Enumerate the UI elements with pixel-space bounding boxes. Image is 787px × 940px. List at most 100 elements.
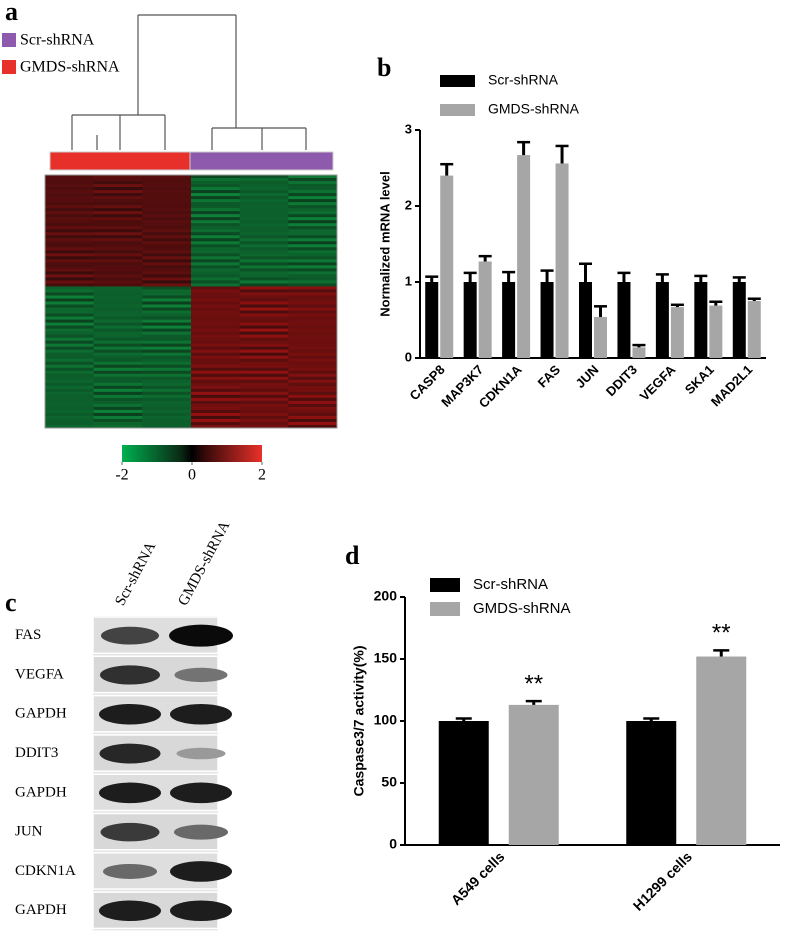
bar — [655, 282, 669, 358]
heatmap-cell — [93, 301, 143, 306]
heatmap-cell — [142, 253, 192, 257]
heatmap-cell — [45, 184, 95, 188]
heatmap-cell — [191, 334, 241, 339]
heatmap-cell — [93, 247, 143, 251]
heatmap-cell — [93, 403, 143, 408]
heatmap-cell — [288, 223, 338, 227]
heatmap-cell — [93, 223, 143, 227]
blot-band — [99, 703, 161, 725]
heatmap-cell — [93, 241, 143, 245]
heatmap-cell — [142, 262, 192, 266]
legend-label: Scr-shRNA — [20, 32, 95, 49]
heatmap-cell — [93, 295, 143, 299]
heatmap-cell — [239, 349, 289, 354]
heatmap-cell — [288, 397, 338, 402]
heatmap-cell — [288, 241, 338, 245]
heatmap-cell — [45, 205, 95, 209]
heatmap-cell — [239, 250, 289, 254]
heatmap-cell — [142, 364, 192, 369]
group-bar — [189, 151, 334, 171]
heatmap-cell — [93, 349, 143, 354]
heatmap-cell — [93, 358, 143, 363]
heatmap-cell — [191, 175, 241, 179]
heatmap-cell — [239, 424, 289, 429]
heatmap-cell — [191, 277, 241, 281]
x-tick-label: DDIT3 — [603, 362, 640, 399]
heatmap-cell — [142, 394, 192, 399]
heatmap-cell — [142, 418, 192, 423]
heatmap-cell — [45, 301, 95, 306]
heatmap-cell — [191, 349, 241, 354]
heatmap-cell — [191, 283, 241, 287]
heatmap-cell — [288, 256, 338, 260]
legend-label: GMDS-shRNA — [488, 101, 580, 117]
heatmap-cell — [142, 274, 192, 278]
heatmap-cell — [239, 415, 289, 420]
bar — [579, 282, 592, 358]
bar — [438, 721, 489, 845]
heatmap-cell — [93, 250, 143, 254]
heatmap-cell — [288, 409, 338, 414]
heatmap-cell — [288, 193, 338, 197]
heatmap-cell — [142, 382, 192, 387]
heatmap-cell — [288, 364, 338, 369]
heatmap-cell — [142, 349, 192, 354]
heatmap-cell — [45, 343, 95, 348]
heatmap-cell — [93, 277, 143, 281]
heatmap-cell — [239, 289, 289, 293]
heatmap-cell — [239, 409, 289, 414]
heatmap-cell — [142, 316, 192, 321]
heatmap-cell — [239, 292, 289, 296]
heatmap-cell — [191, 181, 241, 185]
heatmap-cell — [45, 187, 95, 191]
heatmap-cell — [288, 265, 338, 269]
heatmap-cell — [288, 361, 338, 366]
heatmap-cell — [288, 274, 338, 278]
heatmap-cell — [45, 424, 95, 429]
heatmap-cell — [239, 280, 289, 284]
heatmap-cell — [142, 391, 192, 396]
heatmap-cell — [191, 208, 241, 212]
colorbar-tick-label: 2 — [258, 467, 266, 484]
heatmap-cell — [239, 187, 289, 191]
heatmap-cell — [142, 355, 192, 360]
heatmap-cell — [288, 382, 338, 387]
heatmap-cell — [239, 220, 289, 224]
heatmap-cell — [142, 250, 192, 254]
heatmap-cell — [191, 286, 241, 290]
heatmap-cell — [142, 256, 192, 260]
blot-band — [176, 747, 226, 760]
heatmap-cell — [45, 328, 95, 333]
heatmap-cell — [191, 205, 241, 209]
heatmap-cell — [45, 313, 95, 318]
heatmap-cell — [288, 304, 338, 309]
heatmap-cell — [93, 208, 143, 212]
heatmap-cell — [142, 301, 192, 306]
heatmap-cell — [45, 325, 95, 330]
bar — [747, 301, 761, 358]
heatmap-cell — [142, 193, 192, 197]
heatmap-cell — [142, 241, 192, 245]
heatmap-cell — [93, 196, 143, 200]
heatmap-cell — [142, 328, 192, 333]
heatmap-cell — [239, 253, 289, 257]
panel-label: d — [345, 541, 360, 570]
bar — [617, 282, 631, 358]
colorbar-tick-label: -2 — [115, 467, 128, 484]
heatmap-cell — [142, 265, 192, 269]
heatmap-cell — [93, 346, 143, 351]
y-tick-label: 50 — [381, 774, 397, 790]
heatmap-cell — [93, 244, 143, 248]
heatmap-cell — [142, 409, 192, 414]
heatmap-cell — [239, 397, 289, 402]
heatmap-cell — [142, 199, 192, 203]
heatmap-cell — [288, 238, 338, 242]
heatmap-cell — [142, 397, 192, 402]
heatmap-cell — [288, 295, 338, 299]
heatmap-cell — [191, 268, 241, 272]
heatmap-cell — [239, 268, 289, 272]
heatmap-cell — [288, 358, 338, 363]
heatmap-cell — [288, 421, 338, 426]
heatmap-cell — [93, 199, 143, 203]
heatmap-cell — [93, 181, 143, 185]
